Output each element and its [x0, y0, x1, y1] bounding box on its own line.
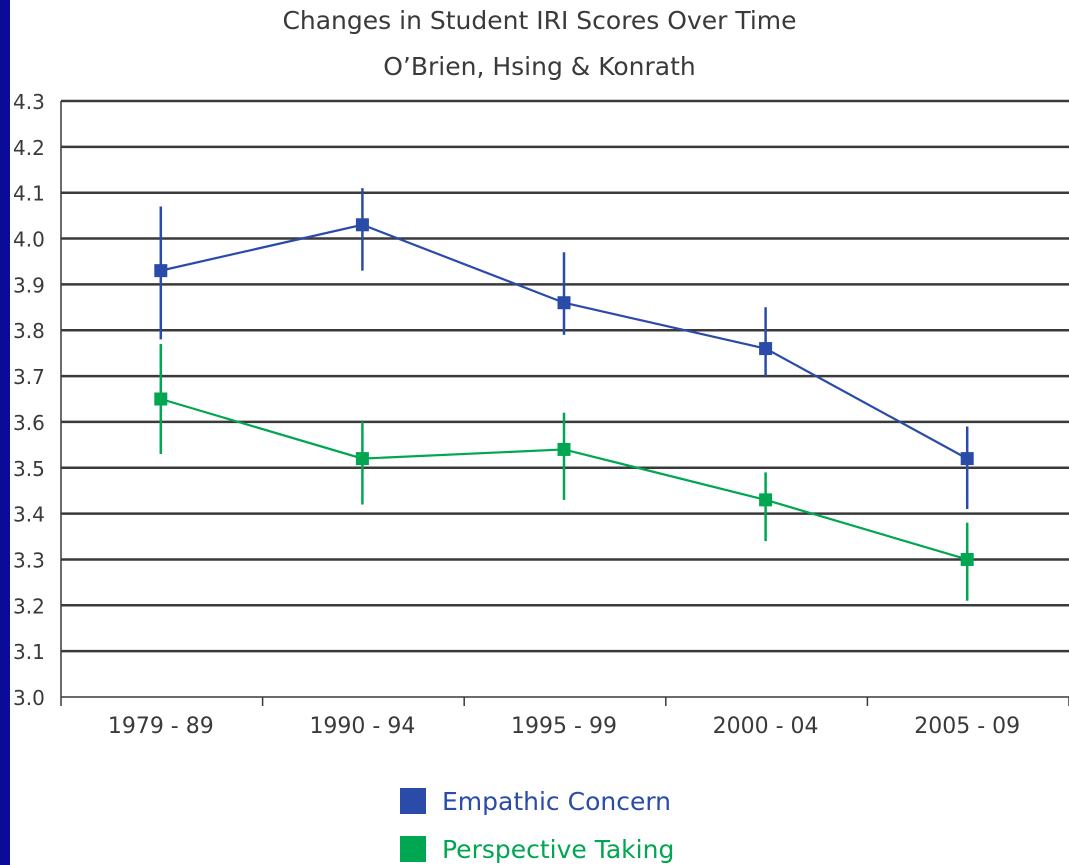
y-tick-label: 4.2 [13, 136, 45, 160]
y-tick-label: 3.5 [13, 457, 45, 481]
y-tick-label: 3.9 [13, 273, 45, 297]
x-tick-label: 2000 - 04 [713, 714, 819, 739]
x-tick-label: 2005 - 09 [914, 714, 1020, 739]
legend-item-perspective-taking: Perspective Taking [400, 834, 674, 864]
legend-label-empathic-concern: Empathic Concern [442, 786, 672, 816]
data-point [759, 342, 773, 356]
chart-title: Changes in Student IRI Scores Over Time [282, 6, 797, 35]
legend-swatch-perspective-taking [400, 836, 426, 862]
y-tick-label: 3.0 [13, 686, 45, 710]
data-point [960, 452, 974, 466]
legend-label-perspective-taking: Perspective Taking [442, 834, 675, 864]
chart-panel: Changes in Student IRI Scores Over Time … [10, 0, 1069, 865]
data-point [154, 264, 168, 278]
x-tick-label: 1990 - 94 [309, 714, 415, 739]
legend-item-empathic-concern: Empathic Concern [400, 786, 671, 816]
y-tick-label: 3.1 [13, 640, 45, 664]
y-tick-label: 3.7 [13, 365, 45, 389]
y-tick-label: 3.4 [13, 503, 45, 527]
y-tick-label: 3.3 [13, 548, 45, 572]
y-tick-label: 3.8 [13, 319, 45, 343]
legend-swatch-empathic-concern [400, 788, 426, 814]
y-tick-label: 4.1 [13, 182, 45, 206]
data-point [557, 442, 571, 456]
data-point [154, 392, 168, 406]
chart-plot: 3.0 3.1 3.2 3.3 3.4 3.5 3.6 3.7 3.8 3.9 4.0 4.1 4.2 4… [13, 90, 1069, 739]
data-point [355, 452, 369, 466]
x-tick-label: 1979 - 89 [108, 714, 214, 739]
y-tick-label: 3.6 [13, 411, 45, 435]
chart-subtitle: O’Brien, Hsing & Konrath [383, 52, 696, 81]
y-tick-label: 4.3 [13, 90, 45, 114]
x-tick-label: 1995 - 99 [511, 714, 617, 739]
data-point [759, 493, 773, 507]
y-tick-label: 4.0 [13, 228, 45, 252]
data-point [355, 218, 369, 232]
y-tick-label: 3.2 [13, 594, 45, 618]
data-point [557, 296, 571, 310]
data-point [960, 552, 974, 566]
